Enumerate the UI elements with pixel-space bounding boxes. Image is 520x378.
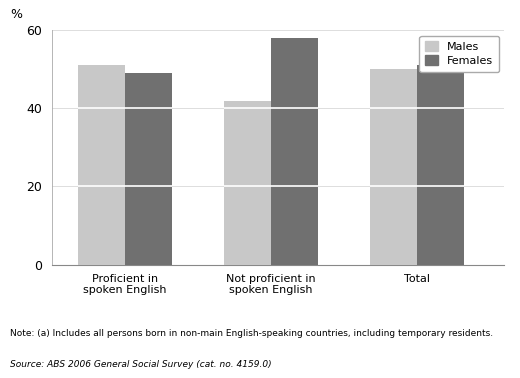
Bar [79,65,125,265]
Y-axis label: %: % [10,8,22,21]
Bar [370,69,417,265]
Bar [271,38,318,265]
Legend: Males, Females: Males, Females [420,36,499,72]
Text: Source: ABS 2006 General Social Survey (cat. no. 4159.0): Source: ABS 2006 General Social Survey (… [10,359,272,369]
Bar [417,65,463,265]
Bar [125,73,172,265]
Text: Note: (a) Includes all persons born in non-main English-speaking countries, incl: Note: (a) Includes all persons born in n… [10,329,493,338]
Bar [224,101,271,265]
